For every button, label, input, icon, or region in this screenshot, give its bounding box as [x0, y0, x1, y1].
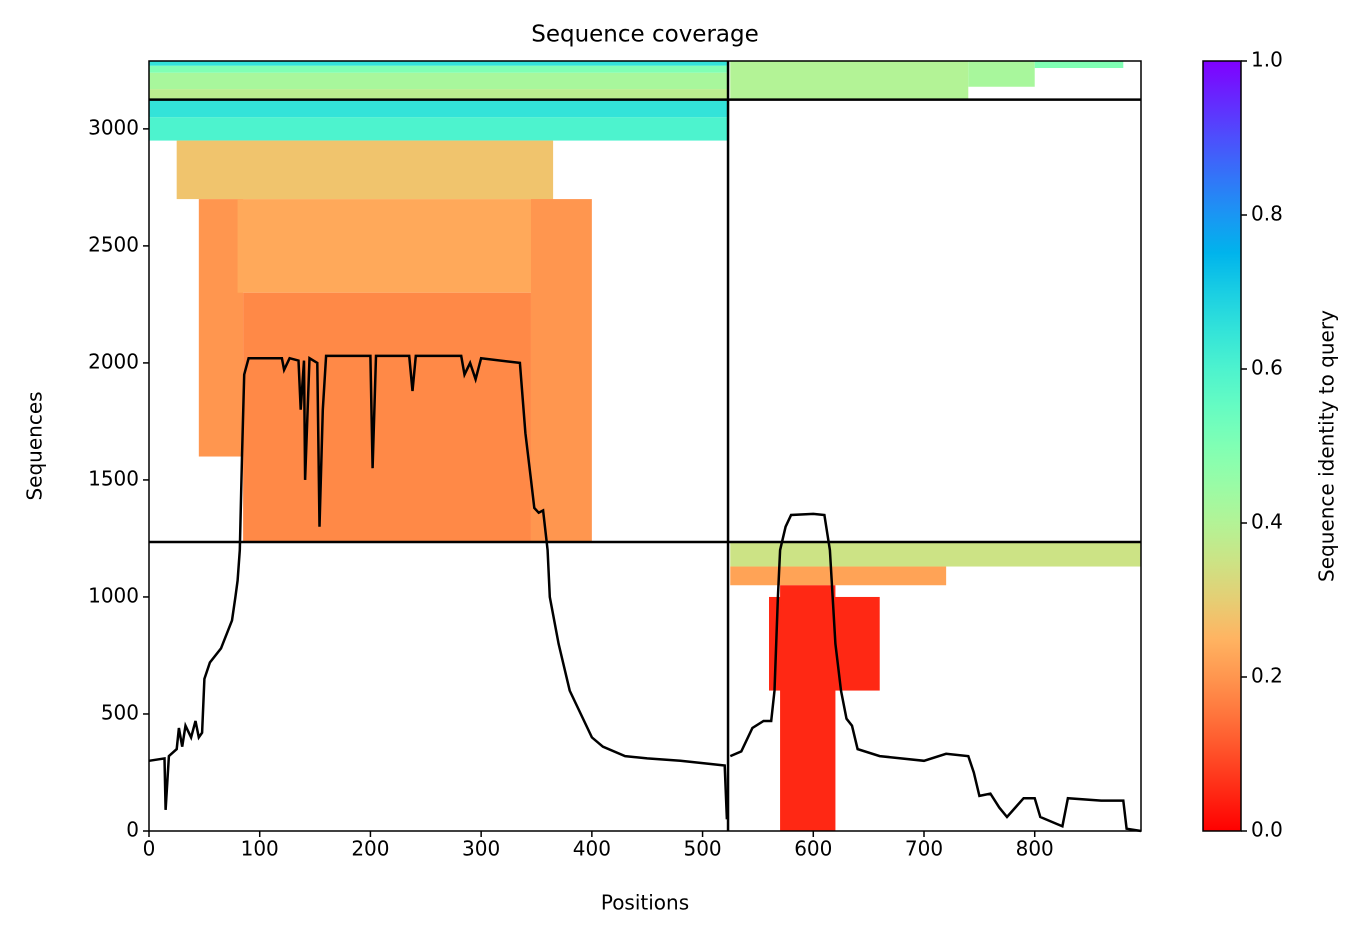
y-tick-label: 1000 — [88, 583, 139, 607]
x-tick-label: 300 — [462, 837, 500, 861]
x-axis-label: Positions — [601, 891, 689, 915]
x-tick-label: 200 — [351, 837, 389, 861]
x-tick-label: 700 — [905, 837, 943, 861]
coverage-line — [148, 354, 1142, 833]
coverage-block — [149, 65, 729, 73]
coverage-block — [730, 61, 969, 100]
x-tick-label: 500 — [683, 837, 721, 861]
y-tick-label: 2500 — [88, 232, 139, 256]
x-tick-label: 400 — [573, 837, 611, 861]
colorbar-tick-label: 1.0 — [1251, 48, 1283, 72]
coverage-block — [149, 117, 729, 141]
y-tick-label: 1500 — [88, 466, 139, 490]
colorbar-label: Sequence identity to query — [1315, 310, 1339, 582]
colorbar-tick-label: 0.0 — [1251, 818, 1283, 842]
plot-frame — [148, 60, 1142, 832]
colorbar-tick-label: 0.2 — [1251, 664, 1283, 688]
coverage-block — [176, 140, 554, 200]
colorbar-tick-label: 0.8 — [1251, 202, 1283, 226]
x-tick-label: 600 — [794, 837, 832, 861]
y-tick-label: 500 — [101, 700, 139, 724]
coverage-block — [243, 292, 531, 542]
coverage-block — [198, 199, 244, 457]
coverage-block — [730, 541, 1141, 567]
coverage-block — [237, 199, 554, 293]
x-tick-label: 100 — [241, 837, 279, 861]
coverage-block — [530, 199, 592, 542]
coverage-block — [149, 72, 729, 90]
y-tick-label: 2000 — [88, 349, 139, 373]
y-axis-label: Sequences — [23, 391, 47, 500]
coverage-block — [780, 585, 836, 831]
y-tick-label: 3000 — [88, 115, 139, 139]
chart-title: Sequence coverage — [531, 22, 759, 48]
colorbar-tick-label: 0.6 — [1251, 356, 1283, 380]
coverage-block — [968, 61, 1035, 87]
coverage-block — [1034, 61, 1124, 69]
coverage-block — [149, 61, 729, 66]
coverage-block — [149, 99, 729, 118]
y-tick-label: 0 — [126, 818, 139, 842]
x-tick-label: 0 — [143, 837, 156, 861]
coverage-block — [730, 566, 947, 586]
colorbar — [1202, 60, 1242, 832]
colorbar-tick-label: 0.4 — [1251, 510, 1283, 534]
coverage-block — [149, 89, 729, 100]
x-tick-label: 800 — [1016, 837, 1054, 861]
